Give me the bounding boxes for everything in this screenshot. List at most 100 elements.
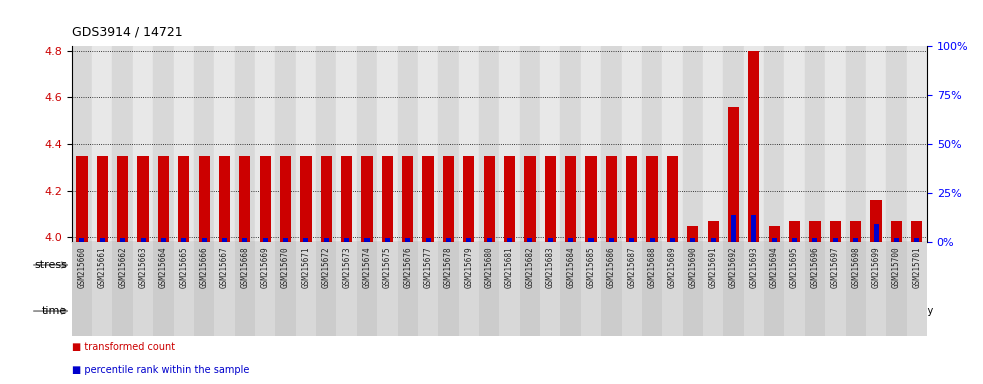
Bar xyxy=(96,156,108,242)
Bar xyxy=(262,238,267,242)
Bar xyxy=(397,46,418,242)
Bar xyxy=(650,238,655,242)
Bar xyxy=(723,242,744,336)
Text: 1 day: 1 day xyxy=(384,306,411,316)
Bar xyxy=(181,238,186,242)
Bar xyxy=(845,242,866,336)
Bar xyxy=(663,242,682,336)
Bar xyxy=(487,238,492,242)
Bar xyxy=(72,46,92,242)
Bar xyxy=(214,242,235,336)
Bar xyxy=(642,46,663,242)
Text: GSM215677: GSM215677 xyxy=(424,247,433,288)
Bar xyxy=(663,288,682,334)
Bar xyxy=(906,46,927,242)
Bar xyxy=(283,238,288,242)
Bar xyxy=(341,156,352,242)
Bar xyxy=(647,156,658,242)
Text: 14 day: 14 day xyxy=(605,306,638,316)
Bar xyxy=(789,221,800,242)
Bar xyxy=(682,242,927,288)
Text: 7 day: 7 day xyxy=(791,306,819,316)
Bar xyxy=(744,242,764,336)
Bar xyxy=(871,200,882,242)
Bar xyxy=(845,46,866,242)
Bar xyxy=(138,156,148,242)
Text: GSM215666: GSM215666 xyxy=(200,247,208,288)
Bar xyxy=(629,238,634,242)
Bar xyxy=(199,156,209,242)
Text: GSM215668: GSM215668 xyxy=(240,247,250,288)
Text: GSM215667: GSM215667 xyxy=(220,247,229,288)
Bar xyxy=(731,215,736,242)
Bar xyxy=(317,242,336,336)
Bar xyxy=(133,46,153,242)
Text: GSM215671: GSM215671 xyxy=(302,247,311,288)
Bar xyxy=(117,156,128,242)
Bar xyxy=(222,238,227,242)
Bar xyxy=(711,238,716,242)
Text: GSM215684: GSM215684 xyxy=(566,247,575,288)
Bar xyxy=(219,156,230,242)
Bar xyxy=(112,46,133,242)
Bar xyxy=(663,46,682,242)
Text: 1 day: 1 day xyxy=(700,306,726,316)
Bar xyxy=(402,156,413,242)
Text: GSM215681: GSM215681 xyxy=(505,247,514,288)
Bar xyxy=(336,46,357,242)
Bar xyxy=(357,242,377,336)
Bar xyxy=(642,242,663,336)
Bar xyxy=(764,242,784,336)
Bar xyxy=(438,242,459,336)
Bar xyxy=(703,46,723,242)
Text: GSM215682: GSM215682 xyxy=(525,247,535,288)
Bar xyxy=(141,238,145,242)
Bar xyxy=(243,238,248,242)
Bar xyxy=(524,156,536,242)
Bar xyxy=(621,46,642,242)
Bar xyxy=(385,238,390,242)
Text: ■ transformed count: ■ transformed count xyxy=(72,342,175,352)
Bar xyxy=(92,242,112,336)
Text: 30 day: 30 day xyxy=(900,306,934,316)
Bar xyxy=(560,46,581,242)
Bar xyxy=(304,238,309,242)
Bar xyxy=(887,242,906,336)
Bar xyxy=(161,238,166,242)
Bar xyxy=(72,242,357,288)
Text: 30 day: 30 day xyxy=(666,306,699,316)
Bar xyxy=(479,288,560,334)
Bar xyxy=(504,156,515,242)
Bar xyxy=(484,156,494,242)
Bar xyxy=(586,156,597,242)
Bar xyxy=(825,242,845,336)
Text: GSM215696: GSM215696 xyxy=(810,247,820,288)
Bar xyxy=(362,156,373,242)
Bar xyxy=(418,288,479,334)
Bar xyxy=(687,226,698,242)
Bar xyxy=(581,242,602,336)
Bar xyxy=(423,156,434,242)
Bar xyxy=(805,46,825,242)
Bar xyxy=(235,46,255,242)
Bar xyxy=(296,46,317,242)
Text: GSM215687: GSM215687 xyxy=(627,247,636,288)
Bar xyxy=(365,238,370,242)
Text: GDS3914 / 14721: GDS3914 / 14721 xyxy=(72,25,183,38)
Bar xyxy=(914,238,919,242)
Text: intermittent hypoxia: intermittent hypoxia xyxy=(477,260,583,270)
Bar xyxy=(887,288,927,334)
Text: GSM215660: GSM215660 xyxy=(78,247,87,288)
Bar xyxy=(377,46,397,242)
Text: GSM215664: GSM215664 xyxy=(159,247,168,288)
Bar xyxy=(708,221,719,242)
Bar xyxy=(255,46,275,242)
Bar xyxy=(792,238,797,242)
Text: GSM215685: GSM215685 xyxy=(587,247,596,288)
Bar xyxy=(239,156,251,242)
Bar xyxy=(560,242,581,336)
Bar xyxy=(357,46,377,242)
Bar xyxy=(833,238,838,242)
Bar xyxy=(906,242,927,336)
Bar xyxy=(426,238,431,242)
